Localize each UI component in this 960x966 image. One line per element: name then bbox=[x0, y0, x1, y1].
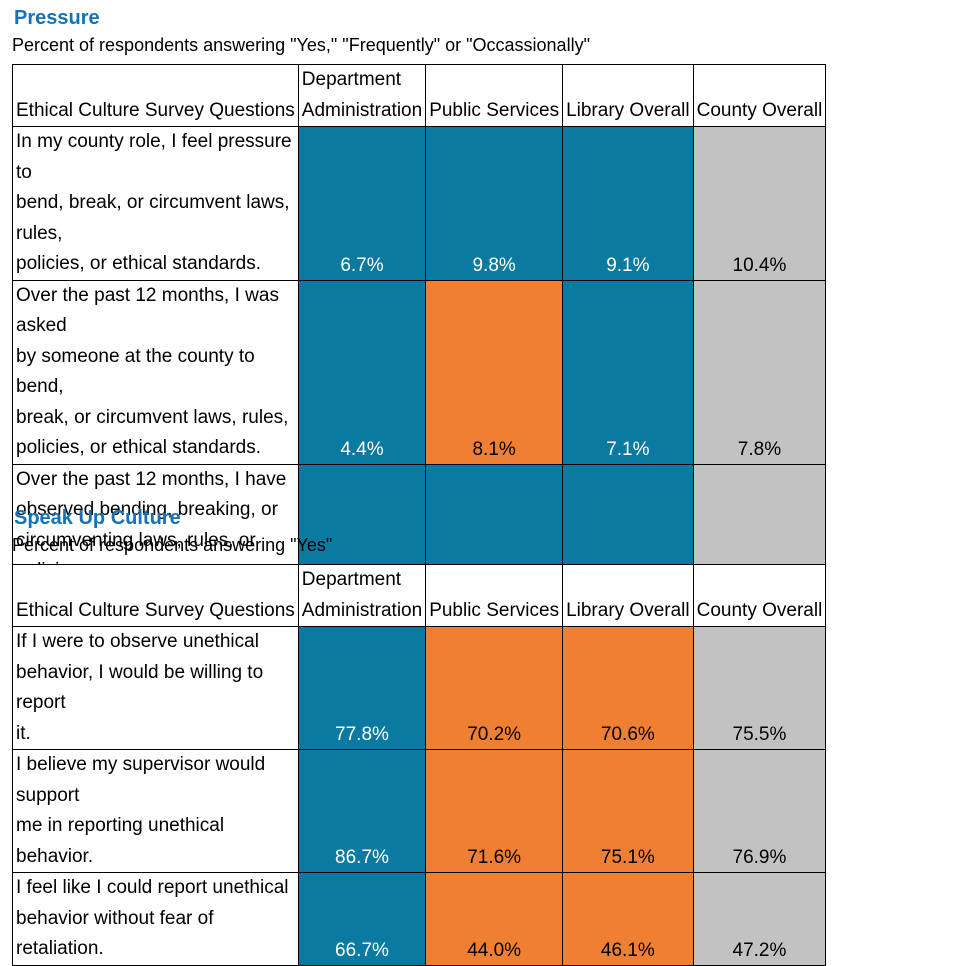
question-line: it. bbox=[16, 722, 31, 744]
header-public-services: Public Services bbox=[425, 564, 564, 627]
question-line: me in reporting unethical behavior. bbox=[16, 815, 225, 867]
header-library-overall: Library Overall bbox=[562, 64, 694, 127]
header-line: County Overall bbox=[696, 599, 823, 621]
header-line: Library Overall bbox=[566, 99, 690, 121]
value-cell: 10.4% bbox=[692, 126, 827, 281]
value-cell: 7.1% bbox=[562, 279, 694, 465]
question-line: I feel like I could report unethical bbox=[16, 877, 289, 898]
value-cell: 76.9% bbox=[692, 749, 827, 873]
value-cell: 70.2% bbox=[425, 626, 564, 750]
value-cell: 9.1% bbox=[562, 126, 694, 281]
pressure-section: Pressure Percent of respondents answerin… bbox=[12, 6, 827, 618]
question-line: I believe my supervisor would support bbox=[16, 754, 266, 806]
value-cell: 46.1% bbox=[562, 872, 694, 966]
header-county-overall: County Overall bbox=[692, 564, 827, 627]
section-subtitle: Percent of respondents answering "Yes," … bbox=[12, 35, 590, 55]
value-cell: 44.0% bbox=[425, 872, 564, 966]
header-questions: Ethical Culture Survey Questions bbox=[12, 64, 299, 127]
header-line: Public Services bbox=[429, 99, 560, 121]
table-row: I believe my supervisor would support me … bbox=[12, 749, 827, 873]
header-library-overall: Library Overall bbox=[562, 564, 694, 627]
question-cell: In my county role, I feel pressure to ben… bbox=[12, 126, 299, 281]
value-cell: 6.7% bbox=[297, 126, 427, 281]
question-cell: If I were to observe unethical behavior, … bbox=[12, 626, 299, 750]
table-row: Over the past 12 months, I was asked by s… bbox=[12, 279, 827, 465]
table-row: I feel like I could report unethical beha… bbox=[12, 872, 827, 966]
question-line: policies, or ethical standards. bbox=[16, 437, 262, 458]
header-row: Ethical Culture Survey Questions Departme… bbox=[12, 564, 827, 627]
question-cell: I believe my supervisor would support me … bbox=[12, 749, 299, 873]
header-line: County Overall bbox=[696, 99, 823, 121]
value-cell: 8.1% bbox=[425, 279, 564, 465]
header-line: Administration bbox=[301, 99, 423, 121]
value-cell: 77.8% bbox=[297, 626, 427, 750]
speak-up-section: Speak Up Culture Percent of respondents … bbox=[12, 506, 827, 966]
header-line: Public Services bbox=[429, 599, 560, 621]
section-title: Speak Up Culture bbox=[14, 507, 181, 529]
speak-up-table: Ethical Culture Survey Questions Departme… bbox=[12, 564, 827, 966]
question-line: break, or circumvent laws, rules, bbox=[16, 406, 289, 428]
header-line: Department bbox=[301, 569, 402, 590]
header-line: Ethical Culture Survey Questions bbox=[16, 599, 295, 621]
value-cell: 66.7% bbox=[297, 872, 427, 966]
header-line: Library Overall bbox=[566, 599, 690, 621]
header-row: Ethical Culture Survey Questions Departme… bbox=[12, 64, 827, 127]
question-line: by someone at the county to bend, bbox=[16, 345, 255, 398]
question-line: behavior, I would be willing to report bbox=[16, 661, 264, 714]
table-row: In my county role, I feel pressure to ben… bbox=[12, 126, 827, 281]
value-cell: 75.5% bbox=[692, 626, 827, 750]
header-line: Department bbox=[301, 69, 402, 90]
question-line: behavior without fear of retaliation. bbox=[16, 907, 214, 960]
value-cell: 9.8% bbox=[425, 126, 564, 281]
section-subtitle: Percent of respondents answering "Yes" bbox=[12, 535, 333, 555]
header-public-services: Public Services bbox=[425, 64, 564, 127]
header-line: Administration bbox=[301, 599, 423, 621]
question-line: policies, or ethical standards. bbox=[16, 253, 262, 274]
header-county-overall: County Overall bbox=[692, 64, 827, 127]
header-line: Ethical Culture Survey Questions bbox=[16, 99, 295, 121]
header-department-administration: Department Administration bbox=[297, 64, 427, 127]
table-row: If I were to observe unethical behavior, … bbox=[12, 626, 827, 750]
value-cell: 47.2% bbox=[692, 872, 827, 966]
value-cell: 70.6% bbox=[562, 626, 694, 750]
pressure-table: Ethical Culture Survey Questions Departme… bbox=[12, 64, 827, 618]
question-line: Over the past 12 months, I have bbox=[16, 468, 287, 490]
value-cell: 75.1% bbox=[562, 749, 694, 873]
header-questions: Ethical Culture Survey Questions bbox=[12, 564, 299, 627]
question-line: Over the past 12 months, I was asked bbox=[16, 284, 279, 337]
question-cell: I feel like I could report unethical beha… bbox=[12, 872, 299, 966]
value-cell: 4.4% bbox=[297, 279, 427, 465]
value-cell: 7.8% bbox=[692, 279, 827, 465]
section-title: Pressure bbox=[14, 7, 100, 29]
question-line: bend, break, or circumvent laws, rules, bbox=[16, 192, 290, 244]
question-cell: Over the past 12 months, I was asked by s… bbox=[12, 279, 299, 465]
question-line: observed bending, breaking, or bbox=[16, 499, 278, 520]
value-cell: 71.6% bbox=[425, 749, 564, 873]
header-department-administration: Department Administration bbox=[297, 564, 427, 627]
question-line: If I were to observe unethical bbox=[16, 631, 259, 652]
value-cell: 86.7% bbox=[297, 749, 427, 873]
question-line: In my county role, I feel pressure to bbox=[16, 131, 292, 183]
